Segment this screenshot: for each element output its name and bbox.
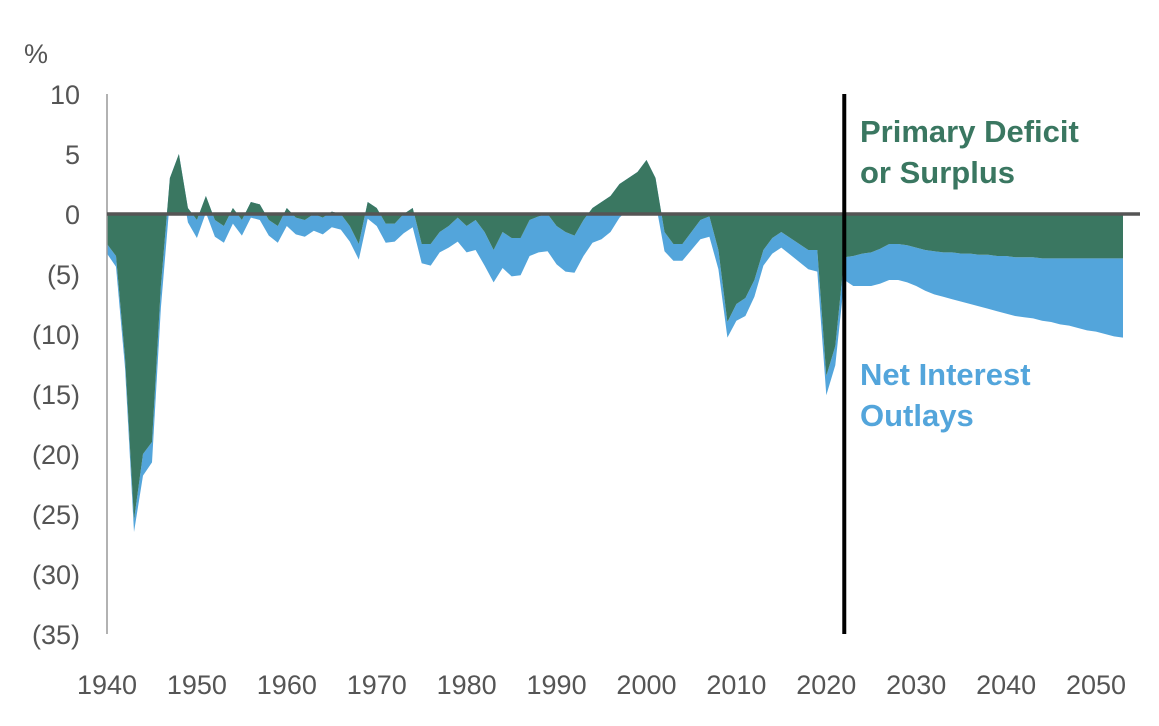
- y-tick-label: (15): [32, 380, 80, 410]
- y-axis-unit-label: %: [24, 39, 48, 69]
- primary-deficit-area: [107, 154, 1123, 520]
- y-axis-ticks: 10 5 0 (5) (10) (15) (20) (25) (30) (35): [32, 80, 80, 650]
- chart-areas: [107, 154, 1123, 532]
- legend-primary-line-2: or Surplus: [860, 155, 1015, 190]
- x-tick-label: 1990: [527, 670, 587, 700]
- y-tick-label: (25): [32, 500, 80, 530]
- y-tick-label: 5: [65, 140, 80, 170]
- net-interest-area: [107, 154, 1123, 532]
- legend-primary-deficit: Primary Deficit or Surplus: [860, 114, 1079, 190]
- x-tick-label: 2020: [796, 670, 856, 700]
- y-tick-label: (5): [47, 260, 80, 290]
- x-tick-label: 2040: [976, 670, 1036, 700]
- x-tick-label: 2030: [886, 670, 946, 700]
- x-tick-label: 2000: [616, 670, 676, 700]
- legend-interest-line-1: Net Interest: [860, 357, 1031, 392]
- x-tick-label: 1970: [347, 670, 407, 700]
- y-tick-label: 0: [65, 200, 80, 230]
- legend-interest-line-2: Outlays: [860, 398, 974, 433]
- x-tick-label: 2050: [1066, 670, 1126, 700]
- legend-primary-line-1: Primary Deficit: [860, 114, 1079, 149]
- x-tick-label: 1940: [77, 670, 137, 700]
- x-tick-label: 1980: [437, 670, 497, 700]
- y-tick-label: (20): [32, 440, 80, 470]
- legend-net-interest: Net Interest Outlays: [860, 357, 1031, 433]
- y-tick-label: 10: [50, 80, 80, 110]
- y-tick-label: (35): [32, 620, 80, 650]
- y-tick-label: (10): [32, 320, 80, 350]
- x-tick-label: 1950: [167, 670, 227, 700]
- x-tick-label: 2010: [706, 670, 766, 700]
- x-tick-label: 1960: [257, 670, 317, 700]
- x-axis-ticks: 1940 1950 1960 1970 1980 1990 2000 2010 2020 2030…: [77, 670, 1126, 700]
- y-tick-label: (30): [32, 560, 80, 590]
